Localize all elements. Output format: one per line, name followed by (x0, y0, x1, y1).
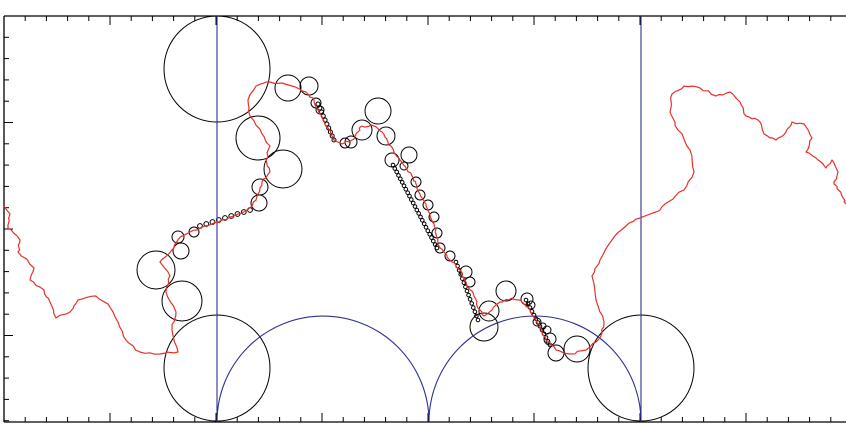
small-horocycle-circle (409, 197, 414, 202)
small-horocycle-circle (471, 305, 476, 310)
small-horocycle-circle (319, 109, 325, 115)
horocycle-circle (274, 74, 302, 102)
small-horocycle-circle (429, 235, 434, 240)
small-horocycle-circle (401, 183, 407, 189)
fundamental-domain (216, 16, 642, 423)
small-horocycle-circle (474, 313, 479, 319)
small-horocycle-circle (425, 228, 431, 233)
small-horocycle-circle (427, 231, 433, 237)
small-horocycle-circle (453, 259, 459, 265)
small-horocycle-circle (209, 219, 216, 225)
horocycle-circle (478, 300, 500, 322)
small-horocycle-circle (423, 225, 429, 230)
horocycle-circle (495, 280, 517, 302)
small-horocycle-circle (315, 101, 321, 107)
horocycle-circle (469, 312, 499, 342)
fractal-curve (3, 81, 846, 355)
horocycle-circle (563, 335, 591, 363)
small-horocycle-circle (414, 207, 420, 213)
horocycle-circle (400, 146, 418, 164)
small-horocycle-circle (331, 137, 337, 143)
small-horocycle-circle (403, 186, 409, 192)
horocycle-circle (263, 149, 303, 189)
small-horocycle-circle (431, 238, 436, 244)
small-horocycle-circle (418, 214, 423, 220)
horocycle-circle (532, 317, 542, 327)
small-horocycle-circle (399, 180, 405, 185)
horocycle-circle (171, 230, 185, 244)
horocycle-circle (351, 119, 373, 141)
small-horocycle-circle (407, 193, 412, 199)
small-horocycle-circle (475, 317, 481, 323)
horocycle-circle (172, 242, 190, 260)
small-horocycle-circle (398, 176, 403, 182)
small-horocycle-circle (203, 221, 210, 227)
right-domain-arc (428, 315, 642, 423)
horocycle-circle (428, 211, 440, 223)
small-horocycle-circle (396, 173, 401, 178)
horocycle-circle (414, 189, 426, 201)
horocycle-circle (464, 276, 476, 288)
small-horocycle-circle (545, 339, 551, 344)
small-horocycle-circle (525, 301, 531, 307)
small-horocycle-circle (434, 245, 440, 251)
horocycle-circle (250, 194, 268, 212)
small-horocycle-circle (390, 162, 396, 168)
horocycle-circle (235, 115, 281, 161)
horocycle-circle (376, 126, 396, 146)
small-horocycle-circle (412, 204, 418, 209)
small-horocycle-circle (405, 190, 411, 195)
small-horocycle-circle (432, 242, 438, 247)
small-horocycle-circle (394, 169, 400, 175)
small-horocycle-circle (467, 297, 473, 302)
small-horocycle-circle (326, 125, 332, 131)
horocycle-circle (410, 176, 422, 188)
small-horocycle-circle (421, 221, 427, 227)
small-horocycle-circle (317, 105, 323, 111)
small-horocycle-circle (410, 200, 416, 206)
axis-ticks (3, 15, 832, 422)
small-horocycle-circle (535, 320, 541, 325)
small-horocycle-circle (392, 166, 398, 171)
small-horocycle-circle (329, 133, 335, 139)
small-horocycle-circle (416, 211, 422, 216)
small-horocycle-circle (466, 292, 471, 298)
small-horocycle-circle (523, 297, 529, 303)
horocycle-circle (542, 325, 552, 335)
horocycle-circle (136, 250, 176, 290)
small-horocycle-circle (420, 218, 425, 223)
small-horocycle-circle (472, 309, 478, 315)
small-horocycle-circle (464, 288, 470, 294)
horocycle-circle (399, 161, 409, 171)
horocycle-circle (161, 280, 203, 322)
left-domain-arc (216, 315, 430, 423)
horocycle-circle (364, 97, 392, 125)
small-horocycle-circle (240, 209, 247, 215)
small-horocycle-circle (469, 301, 475, 306)
